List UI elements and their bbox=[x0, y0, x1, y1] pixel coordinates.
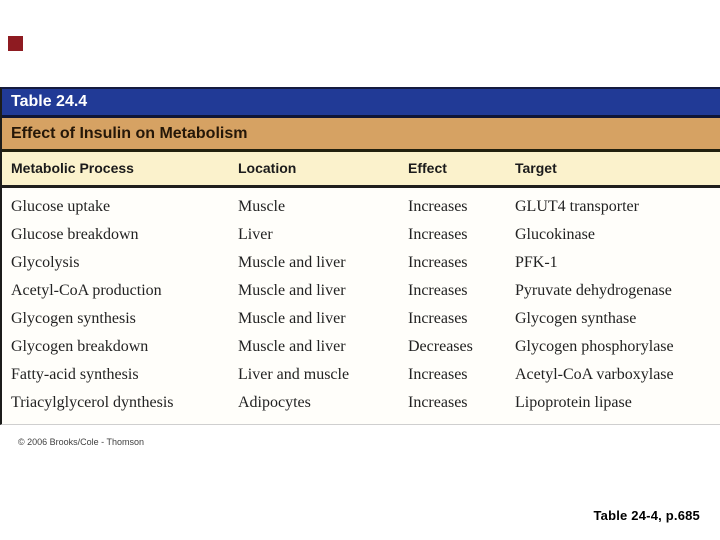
table-cell: Triacylglycerol dynthesis bbox=[11, 394, 174, 411]
copyright-text: © 2006 Brooks/Cole - Thomson bbox=[18, 437, 145, 447]
page-caption: Table 24-4, p.685 bbox=[593, 508, 700, 523]
table-cell: Increases bbox=[408, 394, 468, 411]
table-row: Glucose uptake Muscle Increases GLUT4 trans… bbox=[2, 193, 720, 221]
table-title-bar: Table 24.4 bbox=[2, 89, 720, 115]
table-cell: Increases bbox=[408, 226, 468, 243]
table-cell: Glucose breakdown bbox=[11, 226, 139, 243]
table-cell: Glucose uptake bbox=[11, 198, 111, 215]
table-cell: Muscle bbox=[238, 198, 286, 215]
table-cell: Acetyl-CoA production bbox=[11, 282, 162, 299]
table-row: Acetyl-CoA production Muscle and liver Inc… bbox=[2, 277, 720, 305]
divider bbox=[2, 115, 720, 118]
table-cell: Glycogen synthesis bbox=[11, 310, 136, 327]
column-header: Metabolic Process bbox=[11, 160, 134, 176]
table-cell: GLUT4 transporter bbox=[515, 198, 639, 215]
table-row: Glycogen synthesis Muscle and liver Increa… bbox=[2, 305, 720, 333]
divider bbox=[2, 149, 720, 152]
table-cell: Glycogen synthase bbox=[515, 310, 637, 327]
column-header: Target bbox=[515, 160, 557, 176]
table-subtitle: Effect of Insulin on Metabolism bbox=[11, 125, 248, 142]
table-row: Triacylglycerol dynthesis Adipocytes Incre… bbox=[2, 389, 720, 417]
table-cell: Glycogen breakdown bbox=[11, 338, 149, 355]
table-cell: Muscle and liver bbox=[238, 254, 346, 271]
table-cell: Increases bbox=[408, 310, 468, 327]
table-row: Glucose breakdown Liver Increases Glucokina… bbox=[2, 221, 720, 249]
table-row: Glycogen breakdown Muscle and liver Decrea… bbox=[2, 333, 720, 361]
table-cell: Increases bbox=[408, 366, 468, 383]
table-header-row: Metabolic Process Location Effect Target bbox=[2, 152, 720, 185]
table-row: Fatty-acid synthesis Liver and muscle Incr… bbox=[2, 361, 720, 389]
table-row: Glycolysis Muscle and liver Increases PFK-1 bbox=[2, 249, 720, 277]
table-cell: Increases bbox=[408, 198, 468, 215]
slide-bullet-marker-icon bbox=[8, 36, 23, 51]
table-cell: Glycogen phosphorylase bbox=[515, 338, 674, 355]
table-cell: Muscle and liver bbox=[238, 338, 346, 355]
table-cell: Muscle and liver bbox=[238, 310, 346, 327]
table-cell: Lipoprotein lipase bbox=[515, 394, 632, 411]
table-cell: PFK-1 bbox=[515, 254, 558, 271]
table-body: Glucose uptake Muscle Increases GLUT4 trans… bbox=[2, 188, 720, 424]
table-cell: Pyruvate dehydrogenase bbox=[515, 282, 672, 299]
column-header: Effect bbox=[408, 160, 447, 176]
table-cell: Glycolysis bbox=[11, 254, 80, 271]
table-title: Table 24.4 bbox=[11, 93, 88, 110]
table-cell: Fatty-acid synthesis bbox=[11, 366, 139, 383]
divider bbox=[2, 185, 720, 188]
table-cell: Adipocytes bbox=[238, 394, 311, 411]
column-header: Location bbox=[238, 160, 297, 176]
table-cell: Muscle and liver bbox=[238, 282, 346, 299]
table-cell: Decreases bbox=[408, 338, 473, 355]
metabolism-table: Table 24.4 Effect of Insulin on Metaboli… bbox=[0, 87, 720, 425]
table-cell: Increases bbox=[408, 254, 468, 271]
table-cell: Glucokinase bbox=[515, 226, 595, 243]
table-cell: Liver and muscle bbox=[238, 366, 350, 383]
table-cell: Acetyl-CoA varboxylase bbox=[515, 366, 674, 383]
table-cell: Liver bbox=[238, 226, 273, 243]
table-subtitle-bar: Effect of Insulin on Metabolism bbox=[2, 118, 720, 149]
table-cell: Increases bbox=[408, 282, 468, 299]
